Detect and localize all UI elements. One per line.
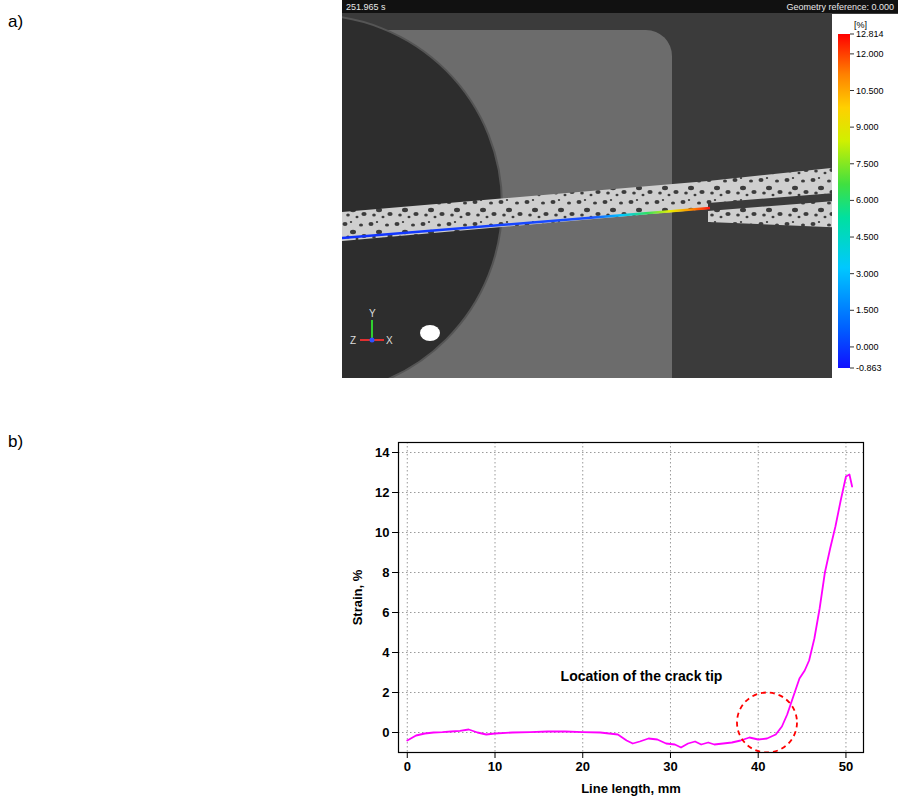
svg-text:9.000: 9.000 bbox=[856, 122, 879, 132]
svg-text:Z: Z bbox=[350, 335, 356, 346]
svg-text:10: 10 bbox=[488, 759, 502, 774]
svg-text:4.500: 4.500 bbox=[856, 232, 879, 242]
svg-text:30: 30 bbox=[663, 759, 677, 774]
svg-text:0.000: 0.000 bbox=[856, 342, 879, 352]
svg-text:Strain, %: Strain, % bbox=[350, 569, 365, 625]
svg-text:1.500: 1.500 bbox=[856, 305, 879, 315]
svg-text:6: 6 bbox=[382, 605, 389, 620]
svg-text:2: 2 bbox=[382, 685, 389, 700]
svg-text:Y: Y bbox=[369, 308, 376, 319]
svg-text:12: 12 bbox=[375, 485, 389, 500]
svg-text:10: 10 bbox=[375, 525, 389, 540]
svg-text:-0.863: -0.863 bbox=[856, 363, 882, 373]
svg-text:Line length, mm: Line length, mm bbox=[581, 781, 681, 796]
svg-text:Geometry reference: 0.000: Geometry reference: 0.000 bbox=[786, 2, 894, 12]
svg-text:14: 14 bbox=[375, 445, 390, 460]
svg-text:4: 4 bbox=[382, 645, 390, 660]
svg-text:40: 40 bbox=[751, 759, 765, 774]
svg-text:251.965 s: 251.965 s bbox=[346, 2, 386, 12]
svg-text:20: 20 bbox=[576, 759, 590, 774]
svg-text:10.500: 10.500 bbox=[856, 86, 884, 96]
svg-text:12.814: 12.814 bbox=[856, 29, 884, 39]
html-text:b): b) bbox=[8, 432, 24, 451]
svg-text:0: 0 bbox=[404, 759, 411, 774]
html-text:a): a) bbox=[8, 12, 24, 31]
svg-text:7.500: 7.500 bbox=[856, 159, 879, 169]
svg-text:50: 50 bbox=[839, 759, 853, 774]
svg-text:0: 0 bbox=[382, 725, 389, 740]
svg-text:6.000: 6.000 bbox=[856, 195, 879, 205]
svg-text:3.000: 3.000 bbox=[856, 269, 879, 279]
svg-text:Location of the crack tip: Location of the crack tip bbox=[561, 668, 723, 684]
svg-text:12.000: 12.000 bbox=[856, 49, 884, 59]
svg-text:8: 8 bbox=[382, 565, 389, 580]
svg-text:X: X bbox=[386, 335, 393, 346]
